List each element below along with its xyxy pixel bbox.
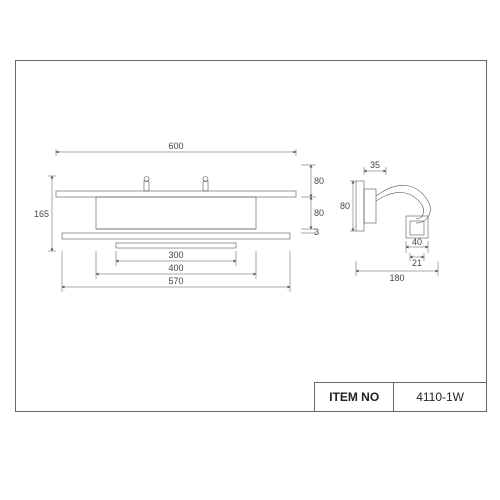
dim-40: 40 <box>412 237 422 247</box>
drawing-sheet: 165 80 80 3 600 300 <box>15 60 487 412</box>
dim-600: 600 <box>168 141 183 151</box>
item-number: 4110-1W <box>394 383 486 411</box>
dim-180: 180 <box>389 273 404 283</box>
dim-165: 165 <box>34 209 49 219</box>
side-view: 35 80 40 21 180 <box>340 160 438 283</box>
front-view: 165 80 80 3 600 300 <box>34 141 324 292</box>
title-label: ITEM NO <box>315 383 394 411</box>
dim-35: 35 <box>370 160 380 170</box>
dim-body-80: 80 <box>314 208 324 218</box>
dim-570: 570 <box>168 276 183 286</box>
title-block: ITEM NO 4110-1W <box>314 382 487 412</box>
dim-side-80: 80 <box>314 176 324 186</box>
dim-s80: 80 <box>340 201 350 211</box>
dim-400: 400 <box>168 263 183 273</box>
drawing-canvas: 165 80 80 3 600 300 <box>16 61 486 411</box>
dim-300: 300 <box>168 250 183 260</box>
dim-3: 3 <box>314 227 319 237</box>
dim-21: 21 <box>412 258 422 268</box>
